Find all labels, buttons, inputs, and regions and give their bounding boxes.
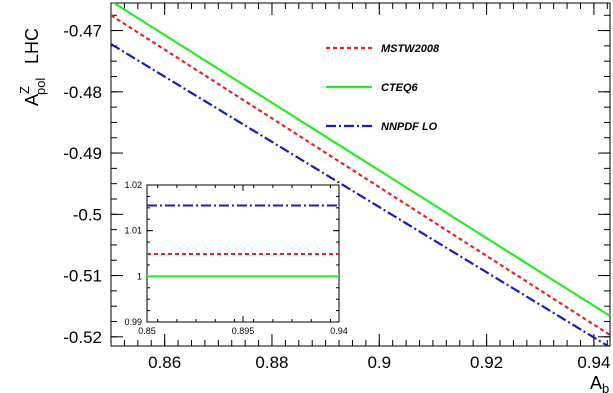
main-y-tick-label: -0.48 [63, 83, 102, 102]
svg-text:AZpol: AZpol [17, 78, 48, 106]
main-y-tick-label: -0.49 [63, 144, 102, 163]
inset-y-tick-label: 0.99 [124, 317, 142, 327]
main-x-tick-label: 0.92 [470, 353, 503, 372]
legend-label-cteq6: CTEQ6 [381, 82, 419, 94]
x-axis-title: Ab [590, 373, 609, 393]
y-axis-title-main: A [22, 94, 42, 106]
inset-y-tick-label: 1 [137, 271, 142, 281]
main-y-tick-label: -0.52 [63, 328, 102, 347]
inset-y-tick-label: 1.02 [124, 180, 142, 190]
main-series-cteq6 [111, 3, 610, 317]
main-plot-frame [110, 2, 611, 347]
inset-y-tick-label: 1.01 [124, 226, 142, 236]
main-y-tick-label: -0.47 [63, 22, 102, 41]
x-axis-title-sub: b [602, 381, 609, 393]
main-series [111, 3, 610, 346]
main-tick-labels: 0.86 0.88 0.9 0.92 0.94 -0.47 -0.48 -0.49 -0.5 -0… [63, 22, 610, 372]
inset-tick-labels: 0.85 0.895 0.94 0.99 1 1.01 1.02 [124, 180, 347, 336]
inset-x-tick-label: 0.85 [138, 326, 156, 336]
legend-label-nnpdf-lo: NNPDF LO [381, 121, 438, 133]
main-series-nnpdf-lo [111, 43, 610, 346]
main-y-tick-label: -0.5 [73, 205, 102, 224]
y-axis-title: AZpol LHC [17, 28, 48, 106]
x-axis-title-main: A [590, 373, 602, 393]
inset-x-tick-label: 0.895 [232, 326, 255, 336]
main-x-tick-label: 0.88 [255, 353, 288, 372]
legend-label-mstw2008: MSTW2008 [381, 43, 440, 55]
main-series-mstw2008 [111, 14, 610, 336]
main-x-tick-label: 0.9 [367, 353, 391, 372]
y-axis-title-extra: LHC [22, 28, 42, 64]
y-axis-title-sup: Z [17, 86, 32, 94]
inset-series [147, 204, 339, 278]
main-x-tick-label: 0.86 [148, 353, 181, 372]
inset-x-tick-label: 0.94 [330, 326, 348, 336]
main-y-tick-label: -0.51 [63, 267, 102, 286]
y-axis-title-sub: pol [33, 78, 48, 95]
legend: MSTW2008 CTEQ6 NNPDF LO [326, 43, 440, 133]
main-x-tick-label: 0.94 [577, 353, 610, 372]
